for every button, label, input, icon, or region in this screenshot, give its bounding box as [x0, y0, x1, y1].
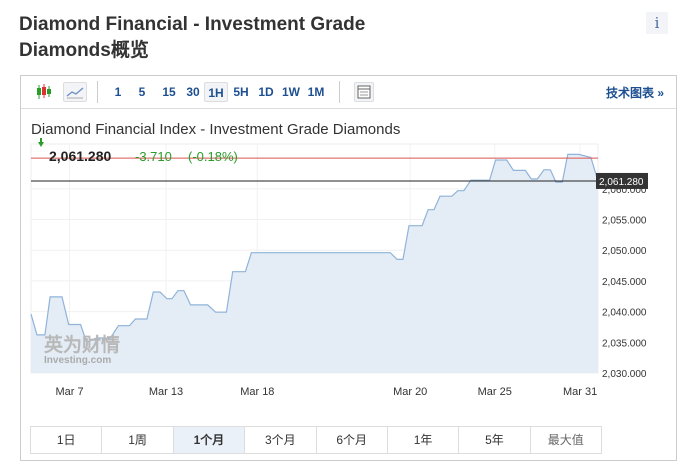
price-change: -3.710	[135, 149, 172, 164]
interval-30[interactable]: 30	[186, 85, 200, 99]
x-tick-label: Mar 18	[240, 386, 274, 398]
x-tick-label: Mar 13	[149, 386, 183, 398]
range-button[interactable]: 1年	[388, 427, 460, 453]
interval-1[interactable]: 1	[114, 85, 122, 99]
down-arrow-icon	[38, 142, 44, 147]
interval-1H[interactable]: 1H	[204, 82, 228, 102]
range-button[interactable]: 5年	[459, 427, 531, 453]
chart-toolbar: 1 5 15 30 1H 5H 1D 1W 1M 技术图表 »	[21, 76, 676, 109]
price-change-percent: (-0.18%)	[188, 149, 238, 164]
price-line	[30, 153, 599, 344]
interval-1D[interactable]: 1D	[258, 85, 274, 99]
range-button[interactable]: 6个月	[317, 427, 388, 453]
y-tick-label: 2,035.000	[602, 338, 647, 349]
y-tick-label: 2,050.000	[602, 246, 647, 257]
watermark-logo-en: Investing.com	[44, 355, 111, 366]
price-tag-label: 2,061.280	[599, 177, 644, 188]
price-tag	[596, 172, 648, 189]
down-arrow-stem	[40, 138, 42, 142]
chart-widget: 1 5 15 30 1H 5H 1D 1W 1M 技术图表 » Diamond Financia…	[20, 75, 677, 461]
technical-chart-link[interactable]: 技术图表 »	[605, 86, 664, 100]
range-button[interactable]: 3个月	[245, 427, 317, 453]
x-tick-label: Mar 7	[55, 386, 83, 398]
range-button[interactable]: 最大值	[547, 433, 584, 447]
range-button[interactable]: 1个月	[173, 427, 246, 453]
y-tick-label: 2,045.000	[602, 277, 647, 288]
line-chart-icon[interactable]	[63, 82, 87, 102]
price-chart[interactable]: 2,030.000 2,035.000 2,040.000 2,045.000 2,05…	[21, 76, 678, 426]
x-tick-label: Mar 20	[393, 386, 427, 398]
interval-5[interactable]: 5	[138, 85, 146, 99]
x-tick-label: Mar 31	[563, 386, 597, 398]
interval-5H[interactable]: 5H	[233, 85, 249, 99]
range-selector: 1日 1周 1个月 3个月 6个月 1年 5年 最大值	[30, 426, 602, 454]
interval-15[interactable]: 15	[162, 85, 176, 99]
y-tick-label: 2,060.000	[602, 185, 647, 196]
range-button[interactable]: 1日	[31, 427, 103, 453]
y-tick-label: 2,030.000	[602, 369, 647, 380]
page-title: Diamond Financial - Investment Grade Dia…	[19, 14, 366, 61]
x-tick-label: Mar 25	[478, 386, 512, 398]
candlestick-icon[interactable]	[35, 82, 53, 102]
interval-1M[interactable]: 1M	[307, 85, 325, 99]
range-button[interactable]: 1周	[102, 427, 174, 453]
y-tick-label: 2,055.000	[602, 216, 647, 227]
y-tick-label: 2,040.000	[602, 308, 647, 319]
info-button[interactable]: i	[646, 12, 668, 34]
last-price: 2,061.280	[49, 148, 111, 164]
chart-title: Diamond Financial Index - Investment Gra…	[31, 121, 401, 138]
watermark-logo: 英为财情	[44, 333, 120, 356]
price-area	[31, 154, 598, 373]
settings-panel-icon[interactable]	[354, 82, 374, 102]
interval-1W[interactable]: 1W	[282, 85, 300, 99]
